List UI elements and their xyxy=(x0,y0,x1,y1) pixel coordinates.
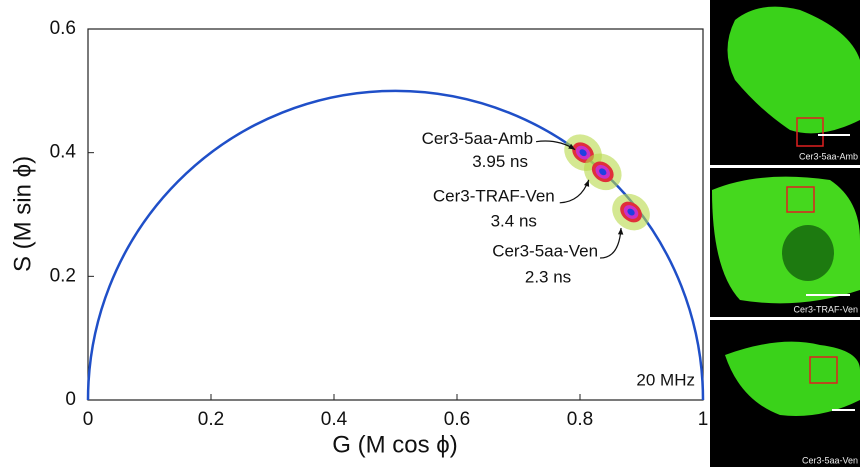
lifetime-label: 3.4 ns xyxy=(491,211,537,230)
x-tick-label: 0.4 xyxy=(321,409,348,430)
cell xyxy=(727,6,860,134)
cluster-core xyxy=(599,168,607,176)
roi xyxy=(796,117,824,147)
y-tick-label: 0 xyxy=(65,389,76,410)
image-label: Cer3-5aa-Amb xyxy=(799,151,858,161)
x-tick-label: 0.2 xyxy=(198,409,224,430)
lifetime-label: 2.3 ns xyxy=(525,268,571,287)
cell xyxy=(725,341,860,416)
roi xyxy=(786,186,815,213)
cluster-core xyxy=(579,149,587,157)
plot-frame xyxy=(87,28,704,401)
y-tick-label: 0.2 xyxy=(50,265,76,286)
y-tick-label: 0.4 xyxy=(50,142,77,163)
arrow-head xyxy=(583,179,590,187)
image-panels: Cer3-5aa-Amb Cer3-TRAF-Ven Cer3-5aa-Ven xyxy=(710,0,860,467)
lifetime-label: 3.95 ns xyxy=(472,152,528,171)
frequency-label: 20 MHz xyxy=(636,370,695,389)
cluster-core xyxy=(627,208,635,216)
nucleus xyxy=(782,225,834,281)
x-tick-label: 0.8 xyxy=(567,409,593,430)
image-label: Cer3-TRAF-Ven xyxy=(793,304,858,314)
arrow-head xyxy=(568,143,576,150)
arrow-head xyxy=(617,228,624,235)
cluster-label: Cer3-TRAF-Ven xyxy=(433,186,555,205)
cluster-label: Cer3-5aa-Amb xyxy=(422,129,534,148)
x-tick-label: 0 xyxy=(83,409,94,430)
cluster-label: Cer3-5aa-Ven xyxy=(492,242,598,261)
y-axis-label: S (M sin ϕ) xyxy=(9,156,36,272)
universal-circle xyxy=(86,89,705,401)
roi xyxy=(809,356,838,384)
x-tick-label: 0.6 xyxy=(444,409,470,430)
x-axis-label: G (M cos ϕ) xyxy=(332,431,457,458)
arrow xyxy=(600,227,622,259)
y-tick-label: 0.6 xyxy=(50,18,76,39)
x-tick-label: 1 xyxy=(698,409,709,430)
image-label: Cer3-5aa-Ven xyxy=(802,455,858,465)
arrow xyxy=(559,179,590,204)
